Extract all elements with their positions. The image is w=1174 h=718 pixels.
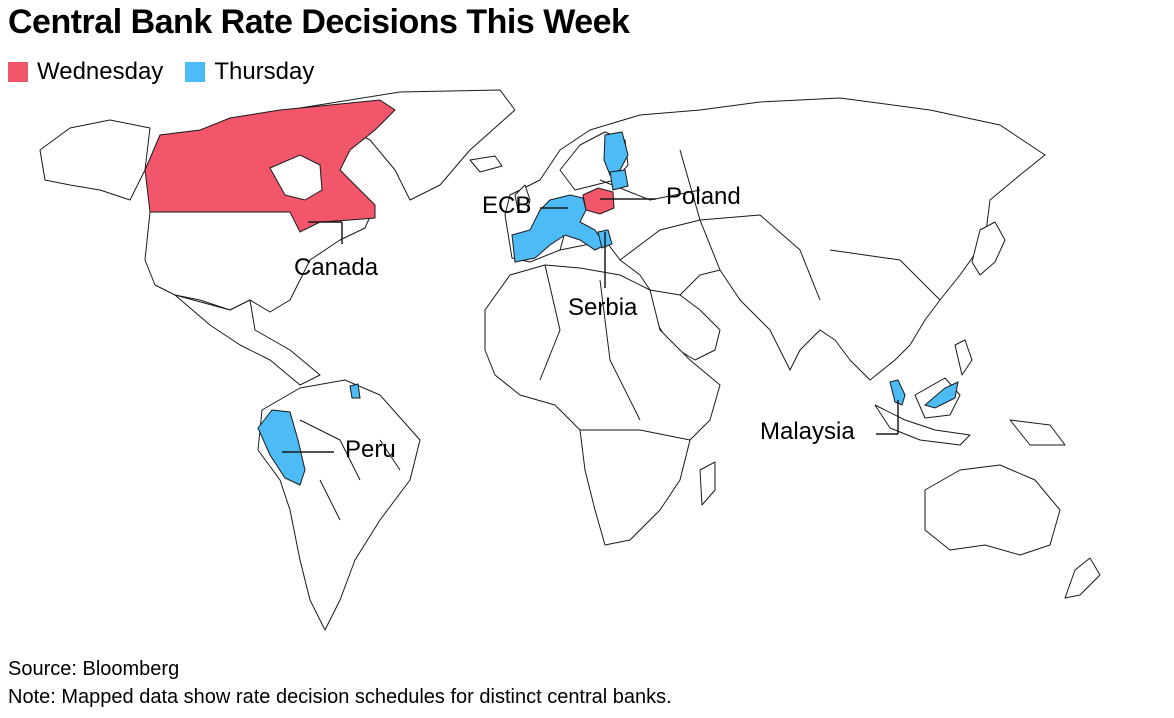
- region-mexico-central-america: [174, 294, 321, 386]
- callout-poland: Poland: [666, 183, 741, 210]
- region-uk: [514, 184, 531, 213]
- region-usa: [144, 211, 373, 313]
- region-peru: [257, 409, 306, 486]
- region-japan: [971, 221, 1006, 276]
- callout-canada: Canada: [294, 254, 379, 281]
- region-africa: [484, 264, 721, 546]
- legend: Wednesday Thursday: [8, 58, 336, 86]
- region-malaysia-peninsula: [889, 379, 906, 406]
- region-baltics: [609, 169, 629, 191]
- world-map-svg: [39, 89, 1101, 631]
- legend-label-thursday: Thursday: [214, 58, 315, 85]
- region-indonesia: [874, 404, 971, 446]
- region-new-zealand: [1064, 557, 1101, 599]
- region-canada: [144, 99, 396, 233]
- region-hudson-bay: [269, 154, 323, 201]
- region-new-guinea: [1009, 419, 1066, 446]
- chart-title: Central Bank Rate Decisions This Week: [8, 3, 630, 41]
- callout-ecb: ECB: [482, 192, 532, 219]
- legend-swatch-thursday: [185, 62, 206, 82]
- region-philippines: [954, 339, 973, 376]
- region-iceland: [469, 155, 503, 173]
- callout-serbia: Serbia: [568, 294, 638, 321]
- region-madagascar: [699, 461, 716, 506]
- world-map: [0, 88, 1174, 648]
- legend-item-wednesday: Wednesday: [8, 58, 163, 86]
- region-alaska: [39, 119, 151, 201]
- callout-peru: Peru: [345, 436, 396, 463]
- source-text: Source: Bloomberg: [8, 658, 180, 680]
- region-eurasia: [504, 97, 1046, 381]
- legend-label-wednesday: Wednesday: [37, 58, 164, 85]
- legend-swatch-wednesday: [8, 62, 28, 82]
- region-suriname: [349, 383, 361, 399]
- region-finland-baltics: [603, 131, 629, 176]
- legend-item-thursday: Thursday: [185, 58, 314, 86]
- note-text: Note: Mapped data show rate decision sch…: [8, 686, 672, 708]
- callout-malaysia: Malaysia: [760, 418, 855, 445]
- region-australia: [924, 464, 1061, 556]
- region-malaysia-borneo: [923, 381, 959, 409]
- region-ecb-eurozone: [511, 194, 606, 263]
